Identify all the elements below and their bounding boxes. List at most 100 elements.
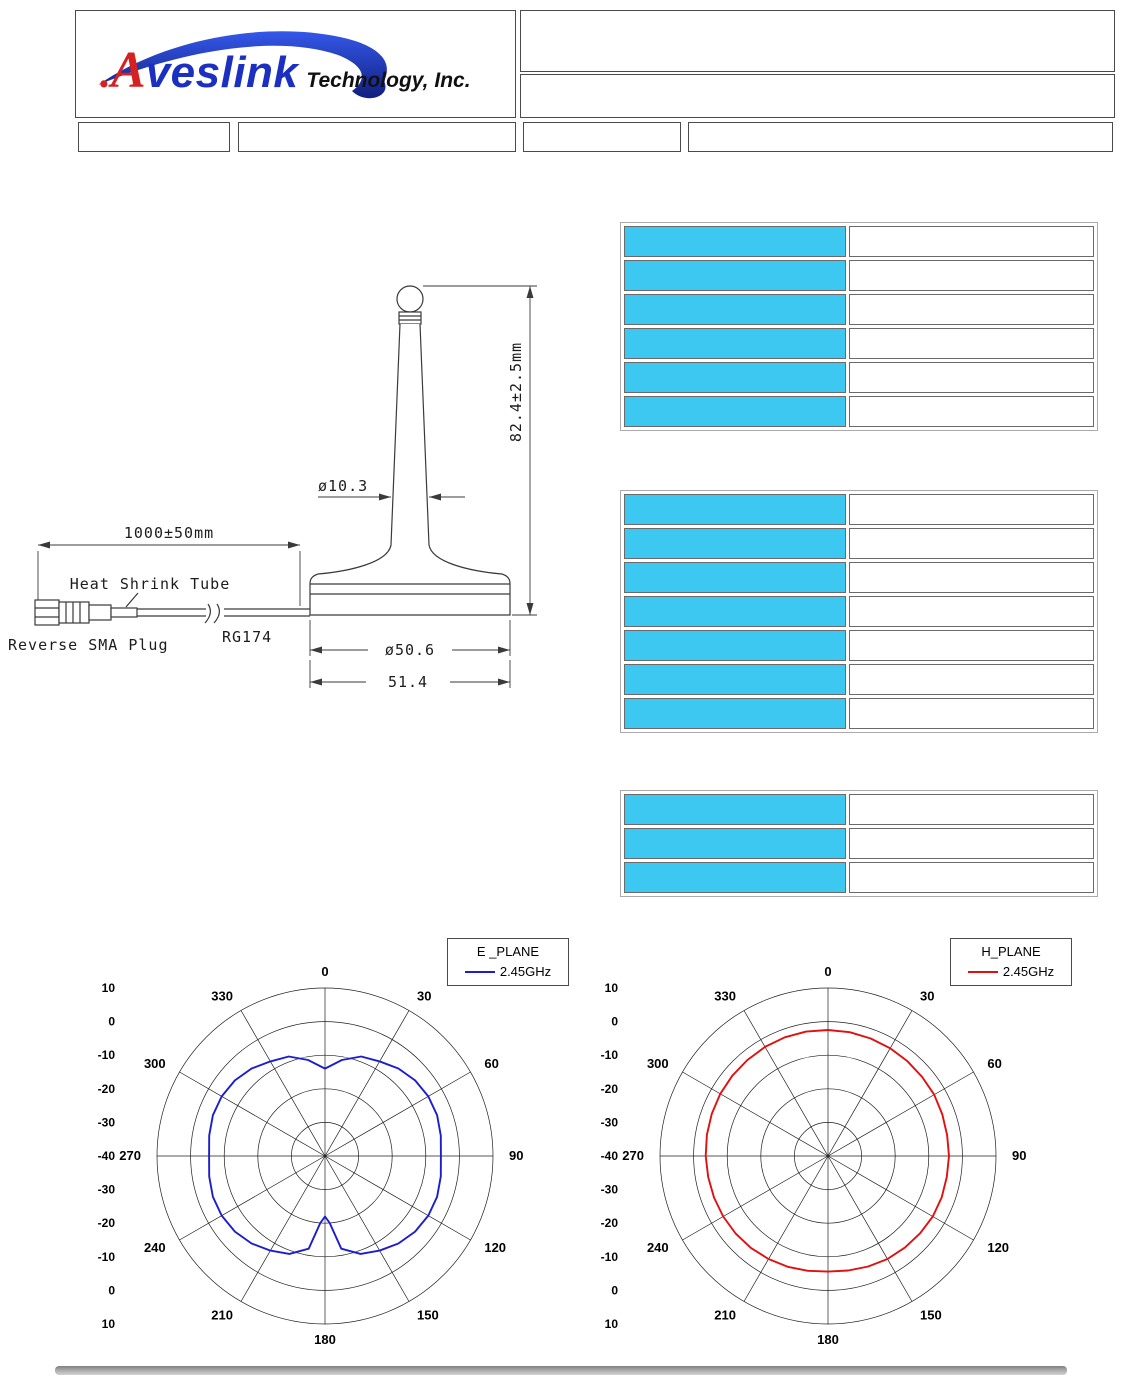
e-plane-legend-title: E _PLANE (476, 944, 540, 959)
radial-tick-label: -20 (98, 1216, 116, 1230)
angle-tick-label: 270 (622, 1148, 644, 1163)
spec-table-mechanical (620, 490, 1098, 733)
angle-tick-label: 150 (417, 1307, 439, 1322)
angle-tick-label: 240 (647, 1240, 669, 1255)
label-reverse-sma-plug: Reverse SMA Plug (8, 636, 169, 654)
radial-tick-label: -30 (601, 1183, 619, 1197)
radial-tick-label: -20 (601, 1082, 619, 1096)
radial-tick-label: -30 (601, 1115, 619, 1129)
spec-row (624, 494, 1094, 525)
angle-tick-label: 30 (417, 989, 431, 1004)
logo-suffix: Technology, Inc. (306, 69, 471, 92)
radial-tick-label: 0 (108, 1015, 115, 1029)
antenna-neck (398, 311, 422, 325)
radial-tick-label: 10 (605, 1317, 619, 1331)
spec-value-cell (849, 664, 1094, 695)
radial-tick-label: 10 (102, 1317, 116, 1331)
angle-tick-label: 240 (144, 1240, 166, 1255)
radial-tick-label: -20 (601, 1216, 619, 1230)
logo-letter-a: A (111, 42, 146, 99)
polar-grid-spoke (827, 1155, 913, 1302)
header-cell-4 (688, 122, 1113, 152)
spec-param-cell (624, 664, 846, 695)
spec-value-cell (849, 862, 1094, 893)
antenna-technical-drawing: 1000±50mm Heat Shrink Tube Reverse SMA P… (8, 285, 537, 691)
angle-tick-label: 30 (920, 989, 934, 1004)
spec-param-cell (624, 828, 846, 859)
spec-row (624, 828, 1094, 859)
spec-value-cell (849, 828, 1094, 859)
spec-param-cell (624, 328, 846, 359)
spec-param-cell (624, 630, 846, 661)
polar-grid-circle (223, 1054, 427, 1258)
spec-row (624, 630, 1094, 661)
spec-row (624, 664, 1094, 695)
spec-param-cell (624, 562, 846, 593)
polar-grid-circle (291, 1122, 359, 1190)
polar-grid-circle (156, 987, 494, 1325)
radial-tick-label: 0 (611, 1283, 618, 1297)
header-title-box (520, 10, 1115, 72)
spec-param-cell (624, 862, 846, 893)
spec-row (624, 528, 1094, 559)
polar-grid-spoke (240, 1155, 326, 1302)
polar-grid-circle (794, 1122, 862, 1190)
spec-param-cell (624, 294, 846, 325)
angle-tick-label: 150 (920, 1307, 942, 1322)
spec-row (624, 226, 1094, 257)
spec-param-cell (624, 494, 846, 525)
spec-param-cell (624, 794, 846, 825)
company-logo: .Aveslink Technology, Inc. (94, 27, 504, 107)
polar-grid-spoke (827, 1155, 974, 1241)
radiation-pattern-trace (704, 1029, 950, 1273)
antenna-whip-and-base (309, 323, 511, 616)
angle-tick-label: 330 (714, 989, 736, 1004)
angle-tick-label: 90 (1012, 1148, 1026, 1163)
spec-row (624, 596, 1094, 627)
radial-tick-label: -10 (98, 1250, 116, 1264)
header-cell-1 (78, 122, 230, 152)
radial-tick-label: -10 (601, 1048, 619, 1062)
radial-tick-label: 10 (102, 981, 116, 995)
spec-value-cell (849, 328, 1094, 359)
h-plane-series-label: 2.45GHz (1002, 964, 1055, 979)
label-rg174: RG174 (222, 628, 272, 646)
radiation-pattern-trace (208, 1055, 442, 1255)
logo-swoosh-shape (98, 31, 387, 99)
dim-overall-height: 82.4±2.5mm (507, 342, 525, 442)
polar-grid-circle (693, 1021, 963, 1291)
spec-param-cell (624, 260, 846, 291)
spec-value-cell (849, 494, 1094, 525)
polar-grid-spoke (179, 1071, 326, 1157)
spec-param-cell (624, 698, 846, 729)
angle-tick-label: 300 (144, 1056, 166, 1071)
header-cell-3 (523, 122, 681, 152)
angle-tick-label: 120 (484, 1240, 506, 1255)
spec-param-cell (624, 362, 846, 393)
spec-table-electrical (620, 222, 1098, 431)
polar-grid-spoke (743, 1155, 829, 1302)
spec-value-cell (849, 630, 1094, 661)
h-plane-line-sample (967, 970, 998, 973)
spec-value-cell (849, 596, 1094, 627)
spec-row (624, 294, 1094, 325)
spec-param-cell (624, 596, 846, 627)
e-plane-line-sample (464, 970, 495, 973)
polar-grid-spoke (179, 1155, 326, 1241)
polar-grid-spoke (743, 1010, 829, 1157)
radial-tick-label: -10 (98, 1048, 116, 1062)
spec-param-cell (624, 528, 846, 559)
antenna-top-ball (396, 285, 424, 313)
h-plane-legend-title: H_PLANE (981, 944, 1041, 959)
spec-value-cell (849, 226, 1094, 257)
spec-row (624, 698, 1094, 729)
spec-value-cell (849, 260, 1094, 291)
polar-grid-circle (760, 1088, 896, 1224)
radial-tick-label: -30 (98, 1115, 116, 1129)
spec-row (624, 362, 1094, 393)
angle-tick-label: 60 (484, 1056, 498, 1071)
angle-tick-label: 330 (211, 989, 233, 1004)
angle-tick-label: 180 (314, 1332, 336, 1347)
radial-tick-label: -20 (98, 1082, 116, 1096)
